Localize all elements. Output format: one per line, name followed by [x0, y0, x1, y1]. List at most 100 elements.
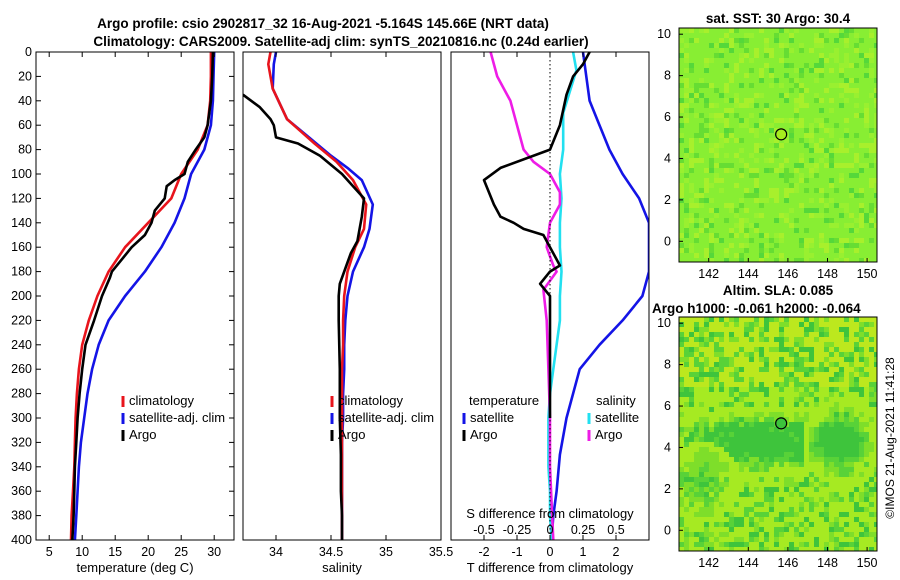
sla_map-cell: [839, 542, 844, 547]
salinity-line-climatology: [266, 52, 368, 540]
temperature-series-group: [69, 52, 216, 540]
sst_map-cell: [709, 113, 714, 118]
sst_map-cell: [799, 83, 804, 88]
sla_map-cell: [759, 432, 764, 437]
sst_map-cell: [804, 128, 809, 133]
sst_map-cell: [789, 133, 794, 138]
sla_map-cell: [679, 337, 684, 342]
sst_map-cell: [779, 58, 784, 63]
sst_map-cell: [844, 78, 849, 83]
sla_map-cell: [819, 442, 824, 447]
sla_map-cell: [824, 437, 829, 442]
sst_map-cell: [699, 203, 704, 208]
sla_map-cell: [874, 402, 877, 407]
sla_map-cell: [749, 382, 754, 387]
salinity-xtick-label: 34: [269, 545, 283, 559]
sla_map-cell: [719, 482, 724, 487]
differences-xlabel: T difference from climatology: [467, 560, 634, 575]
sst_map-cell: [834, 123, 839, 128]
sla_map-cell: [704, 457, 709, 462]
sst_map-cell: [814, 63, 819, 68]
sla_map-cell: [794, 412, 799, 417]
sla_map-cell: [714, 372, 719, 377]
sst_map-cell: [729, 208, 734, 213]
sst_map-cell: [814, 148, 819, 153]
sla_map-cell: [869, 322, 874, 327]
sst_map-cell: [759, 73, 764, 78]
sla_map-cell: [789, 522, 794, 527]
sla_map-cell: [829, 457, 834, 462]
sla_map-cell: [799, 447, 804, 452]
salinity-series-group: [243, 52, 375, 540]
sla_map-cell: [784, 487, 789, 492]
sla_map-cell: [749, 522, 754, 527]
sla_map-cell: [839, 367, 844, 372]
sla_map-cell: [859, 357, 864, 362]
sst_map-cell: [729, 108, 734, 113]
sla_map-cell: [694, 422, 699, 427]
sla_map-cell: [739, 397, 744, 402]
sst_map-cell: [769, 193, 774, 198]
sla_map-cell: [739, 417, 744, 422]
sla_map-cell: [754, 317, 759, 322]
sst_map-cell: [739, 223, 744, 228]
salinity-line-argo: [243, 93, 366, 540]
sst_map-cell: [744, 38, 749, 43]
sst_map-cell: [819, 33, 824, 38]
sla_map-cell: [779, 527, 784, 532]
sst_map-cell: [814, 98, 819, 103]
sla_map-cell: [739, 492, 744, 497]
sla_map-cell: [699, 422, 704, 427]
sst_map-cell: [689, 68, 694, 73]
sla_map-cell: [694, 497, 699, 502]
sla_map-xtick-label: 146: [777, 556, 798, 570]
sla_map-cell: [709, 497, 714, 502]
sst_map-cell: [679, 168, 684, 173]
sst_map-cell: [794, 218, 799, 223]
sst_map-cell: [859, 53, 864, 58]
sla_map-cell: [839, 327, 844, 332]
sla_map-cell: [714, 537, 719, 542]
sla_map-cell: [769, 507, 774, 512]
sst_map-cell: [769, 168, 774, 173]
sst_map-cell: [744, 233, 749, 238]
sla_map-cell: [699, 537, 704, 542]
sla_map-cell: [714, 477, 719, 482]
sst_map-cell: [849, 163, 854, 168]
sst_map-cell: [764, 198, 769, 203]
sla_map-cell: [784, 377, 789, 382]
sla_map-cell: [719, 422, 724, 427]
sst_map-cell: [759, 143, 764, 148]
sst_map-cell: [709, 163, 714, 168]
sla_map-cell: [754, 427, 759, 432]
sst_map-cell: [739, 118, 744, 123]
sla_map-cell: [684, 537, 689, 542]
temperature-xtick-label: 30: [207, 545, 221, 559]
sst_map-cell: [719, 43, 724, 48]
sst_map-xtick-label: 146: [777, 267, 798, 281]
sla_map-cell: [754, 442, 759, 447]
sst_map-cell: [679, 138, 684, 143]
sla_map-cell: [854, 542, 859, 547]
sla_map-cell: [769, 452, 774, 457]
sst_map-cell: [844, 98, 849, 103]
sla_map-cell: [804, 392, 809, 397]
sst_map-cell: [699, 158, 704, 163]
sla_map-cell: [719, 437, 724, 442]
sla_map-cell: [709, 332, 714, 337]
sla_map-cell: [689, 487, 694, 492]
sla_map-cell: [839, 432, 844, 437]
temperature-ytick-label: 240: [11, 338, 32, 352]
sst_map-cell: [854, 228, 859, 233]
sst_map-cell: [709, 103, 714, 108]
sst_map-cell: [834, 248, 839, 253]
sla_map-cell: [689, 347, 694, 352]
sla_map-cell: [679, 472, 684, 477]
sst_map-cell: [744, 248, 749, 253]
sla_map-cell: [744, 457, 749, 462]
sla_map-cell: [819, 512, 824, 517]
sla_map-cell: [829, 342, 834, 347]
sst_map-cell: [864, 123, 869, 128]
sst_map-cell: [744, 48, 749, 53]
sst_map-cell: [739, 53, 744, 58]
